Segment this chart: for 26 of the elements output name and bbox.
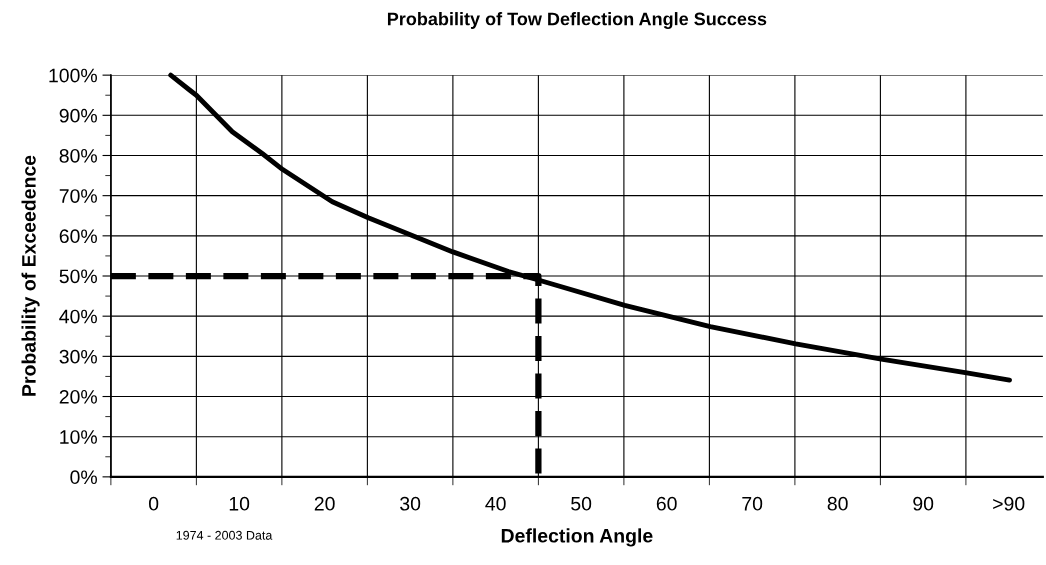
x-tick-label: 20 <box>314 496 335 511</box>
x-tick-label: 10 <box>229 496 250 511</box>
x-tick-label: >90 <box>993 496 1025 511</box>
y-tick-label: 30% <box>59 349 97 364</box>
y-tick-label: 40% <box>59 309 97 324</box>
y-axis-title: Probability of Exceedence <box>21 155 40 396</box>
x-axis-title: Deflection Angle <box>501 528 653 547</box>
x-tick-label: 0 <box>148 496 159 511</box>
y-tick-label: 90% <box>59 108 97 123</box>
y-tick-label: 70% <box>59 189 97 203</box>
y-tick-label: 50% <box>59 269 97 284</box>
x-tick-label: 70 <box>742 496 763 511</box>
y-tick-label: 20% <box>59 389 97 404</box>
x-tick-label: 30 <box>400 496 421 511</box>
chart-title: Probability of Tow Deflection Angle Success <box>387 12 767 29</box>
x-tick-label: 80 <box>827 496 848 511</box>
x-tick-label: 40 <box>485 496 506 511</box>
x-tick-label: 50 <box>571 496 592 511</box>
text: 1974 - 2003 Data <box>176 530 273 540</box>
y-tick-label: 60% <box>59 229 97 244</box>
y-tick-label: 10% <box>60 430 97 444</box>
y-tick-label: 100% <box>49 68 97 83</box>
x-tick-label: 60 <box>656 496 677 511</box>
x-tick-label: 90 <box>913 496 934 511</box>
y-tick-label: 80% <box>59 148 97 163</box>
y-tick-label: 0% <box>70 470 97 485</box>
